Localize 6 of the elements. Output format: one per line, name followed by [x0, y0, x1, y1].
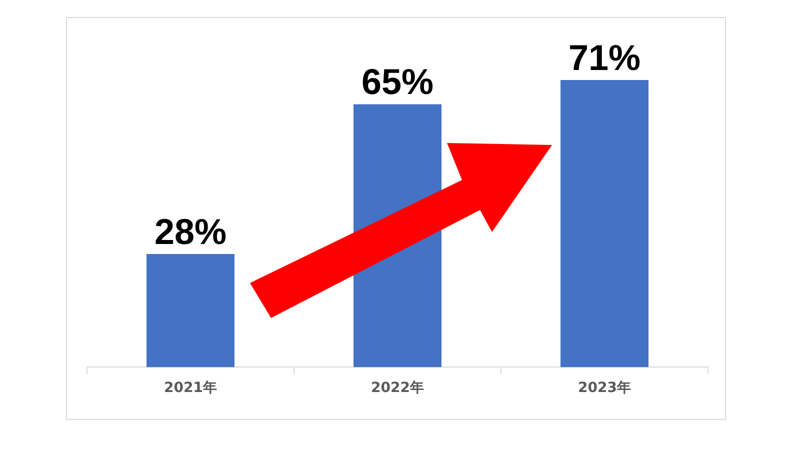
x-tick-label: 2021年 [164, 380, 217, 396]
data-label: 65% [361, 61, 434, 102]
x-tick-label: 2022年 [371, 380, 424, 396]
x-tick-label: 2023年 [578, 380, 631, 396]
data-label: 71% [568, 36, 641, 78]
data-label: 28% [154, 210, 227, 252]
